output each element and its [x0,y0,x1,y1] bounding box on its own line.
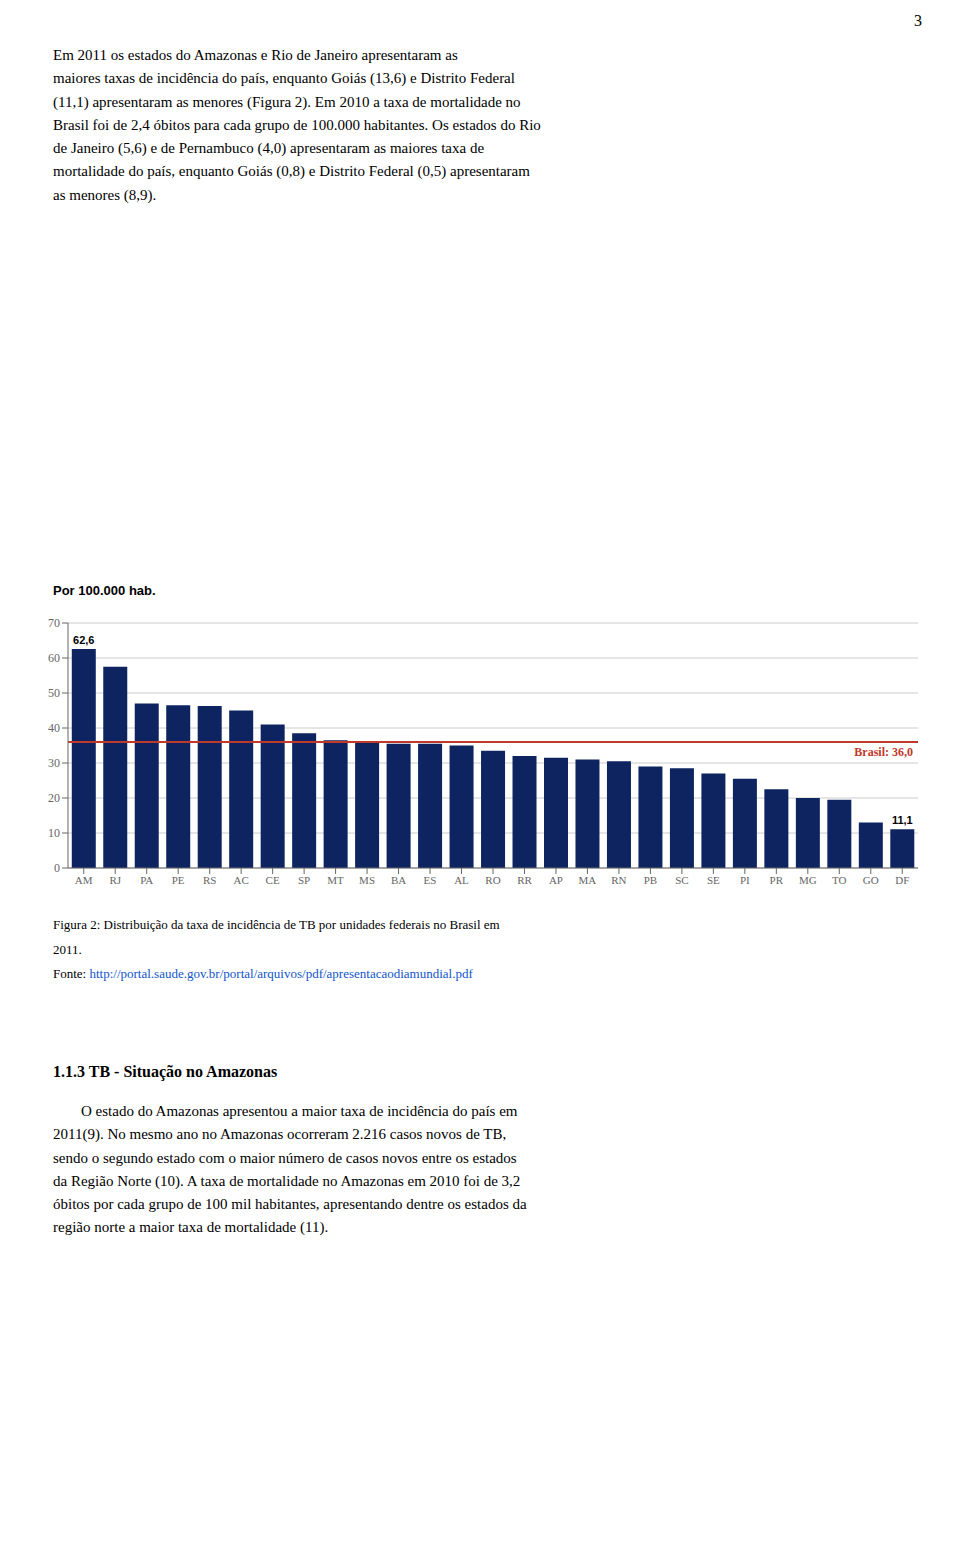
html-text:sendo o segundo estado com o m: sendo o segundo estado com o maior númer… [53,1149,517,1166]
svg-text:MS: MS [359,874,375,886]
html-text:(11,1) apresentaram as menores: (11,1) apresentaram as menores (Figura 2… [53,93,521,110]
html-text:óbitos por cada grupo de 100 m: óbitos por cada grupo de 100 mil habitan… [53,1196,527,1212]
svg-text:RO: RO [485,874,500,886]
svg-text:50: 50 [48,686,60,700]
svg-text:SC: SC [675,874,688,886]
svg-text:RS: RS [203,874,216,886]
html-text:2011.: 2011. [53,941,82,957]
svg-text:GO: GO [863,874,879,886]
svg-text:PE: PE [172,874,185,886]
svg-text:AC: AC [234,874,249,886]
html-text:O estado do Amazonas apresento: O estado do Amazonas apresentou a maior … [81,1103,518,1119]
html-text:da Região Norte (10). A taxa d: da Região Norte (10). A taxa de mortalid… [53,1172,521,1189]
svg-text:RR: RR [517,874,532,886]
svg-text:30: 30 [48,756,60,770]
svg-text:11,1: 11,1 [892,814,913,826]
svg-text:CE: CE [266,874,280,886]
html-text:2011(9). No mesmo ano no Amazo: 2011(9). No mesmo ano no Amazonas ocorre… [53,1126,507,1143]
svg-text:MG: MG [799,874,817,886]
html-text:3: 3 [914,12,922,29]
svg-text:0: 0 [54,861,60,875]
svg-text:AL: AL [454,874,469,886]
svg-text:DF: DF [895,874,909,886]
html-text:maiores taxas de incidência do: maiores taxas de incidência do país, enq… [53,70,515,87]
svg-text:62,6: 62,6 [73,634,94,646]
svg-text:60: 60 [48,651,60,665]
svg-text:ES: ES [424,874,437,886]
svg-text:MT: MT [327,874,344,886]
svg-text:20: 20 [48,791,60,805]
html-text:Brasil foi de 2,4 óbitos para: Brasil foi de 2,4 óbitos para cada grupo… [53,116,541,133]
svg-text:40: 40 [48,721,60,735]
svg-text:PR: PR [770,874,784,886]
html-text:de Janeiro (5,6) e de Pernambu: de Janeiro (5,6) e de Pernambuco (4,0) a… [53,140,485,156]
svg-text:MA: MA [579,874,597,886]
svg-text:PI: PI [740,874,750,886]
svg-text:AM: AM [75,874,93,886]
svg-text:TO: TO [832,874,847,886]
svg-text:PB: PB [644,874,657,886]
html-text:região norte a maior taxa de m: região norte a maior taxa de mortalidade… [53,1219,329,1236]
svg-text:SP: SP [298,874,310,886]
html-text:1.1.3 TB - Situação no Amazona: 1.1.3 TB - Situação no Amazonas [53,1063,278,1080]
svg-text:10: 10 [48,826,60,840]
html-text:Em 2011 os estados do Amazonas: Em 2011 os estados do Amazonas e Rio de … [53,47,458,63]
html-text:Figura 2: Distribuição da taxa: Figura 2: Distribuição da taxa de incidê… [53,917,500,932]
html-text:as menores (8,9).: as menores (8,9). [53,186,157,203]
svg-text:BA: BA [391,874,406,886]
svg-text:Brasil: 36,0: Brasil: 36,0 [854,745,913,759]
svg-text:RJ: RJ [109,874,121,886]
svg-text:70: 70 [48,616,60,630]
svg-text:RN: RN [611,874,626,886]
svg-text:AP: AP [549,874,563,886]
html-text:Fonte: http://portal.saude.gov: Fonte: http://portal.saude.gov.br/portal… [53,966,473,982]
html-text:Por 100.000 hab.: Por 100.000 hab. [53,583,156,598]
html-text:mortalidade do país, enquanto: mortalidade do país, enquanto Goiás (0,8… [53,163,530,180]
svg-text:SE: SE [707,874,720,886]
svg-text:PA: PA [140,874,153,886]
